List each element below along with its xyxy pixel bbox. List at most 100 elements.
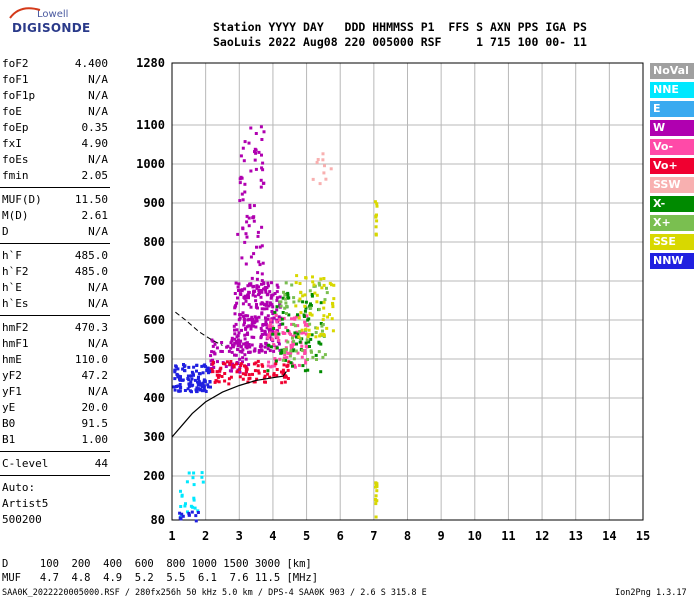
param-label: fmin (2, 169, 29, 182)
param-row: yE 20.0 (2, 401, 108, 417)
param-label: M(D) (2, 209, 29, 222)
echo-point (315, 161, 319, 164)
echo-point (304, 361, 308, 365)
echo-point (286, 291, 290, 295)
echo-point (202, 384, 206, 388)
echo-point (255, 303, 258, 306)
echo-point (283, 293, 287, 297)
echo-point (211, 370, 215, 374)
echo-point (200, 475, 204, 479)
echo-point (308, 311, 312, 315)
echo-point (375, 202, 379, 206)
echo-point (263, 345, 267, 349)
echo-point (276, 336, 280, 340)
echo-point (266, 336, 270, 340)
echo-point (218, 369, 222, 373)
echo-point (245, 214, 249, 218)
echo-point (234, 362, 238, 366)
echo-point (292, 339, 296, 343)
echo-point (194, 519, 198, 523)
echo-point (293, 324, 297, 328)
echo-point (321, 318, 325, 322)
echo-point (179, 505, 183, 508)
echo-point (196, 387, 200, 391)
echo-point (289, 361, 293, 365)
echo-point (280, 370, 283, 374)
echo-point (268, 328, 272, 332)
echo-point (374, 215, 378, 219)
echo-point (283, 351, 287, 354)
echo-point (305, 345, 309, 349)
echo-point (244, 327, 248, 330)
divider (0, 451, 110, 452)
echo-point (244, 299, 248, 303)
echo-point (189, 374, 193, 378)
echo-point (247, 350, 251, 354)
echo-point (241, 227, 245, 231)
echo-point (266, 317, 270, 321)
echo-point (232, 343, 236, 347)
echo-point (255, 316, 259, 320)
echo-point (315, 300, 319, 304)
echo-point (236, 344, 240, 347)
echo-point (263, 330, 267, 334)
param-value: 47.2 (81, 369, 109, 382)
echo-point (303, 351, 307, 355)
echo-point (235, 328, 239, 332)
echo-point (259, 178, 263, 182)
y-tick-label: 1000 (136, 157, 165, 171)
echo-point (292, 296, 296, 300)
echo-point (256, 271, 260, 275)
echo-point (189, 380, 193, 384)
echo-point (257, 315, 261, 319)
echo-point (271, 312, 275, 315)
echo-point (314, 353, 318, 357)
echo-point (183, 369, 186, 372)
echo-point (232, 365, 236, 369)
echo-point (200, 471, 204, 475)
echo-point (176, 367, 180, 371)
y-tick-label: 800 (143, 235, 165, 249)
echo-point (186, 374, 190, 378)
echo-point (216, 375, 220, 379)
echo-point (209, 354, 213, 358)
echo-point (374, 481, 378, 485)
echo-point (243, 364, 246, 368)
echo-point (283, 306, 287, 310)
echo-point (331, 301, 334, 305)
y-tick-label: 600 (143, 313, 165, 327)
x-tick-label: 2 (202, 529, 209, 543)
param-row: foF1 N/A (2, 73, 108, 89)
echo-point (243, 140, 247, 144)
echo-point (233, 312, 237, 316)
echo-point (265, 307, 269, 311)
echo-point (254, 132, 258, 135)
echo-point (244, 369, 248, 373)
echo-point (297, 363, 301, 367)
echo-point (268, 325, 271, 329)
echo-point (280, 351, 284, 355)
echo-point (271, 305, 275, 309)
echo-point (180, 512, 184, 516)
echo-point (180, 494, 184, 498)
echo-point (238, 199, 242, 203)
echo-point (260, 153, 263, 157)
echo-point (275, 318, 279, 322)
x-tick-label: 11 (501, 529, 515, 543)
echo-point (285, 355, 289, 359)
echo-point (248, 345, 252, 349)
echo-point (281, 322, 285, 326)
y-tick-label: 200 (143, 469, 165, 483)
echo-point (274, 334, 278, 338)
echo-point (322, 171, 326, 175)
echo-point (254, 361, 258, 365)
echo-point (178, 377, 181, 381)
echo-point (281, 370, 285, 374)
echo-point (303, 304, 307, 308)
echo-point (244, 314, 248, 318)
echo-point (324, 177, 328, 181)
echo-point (303, 369, 307, 373)
echo-point (272, 327, 276, 330)
echo-point (375, 213, 378, 217)
